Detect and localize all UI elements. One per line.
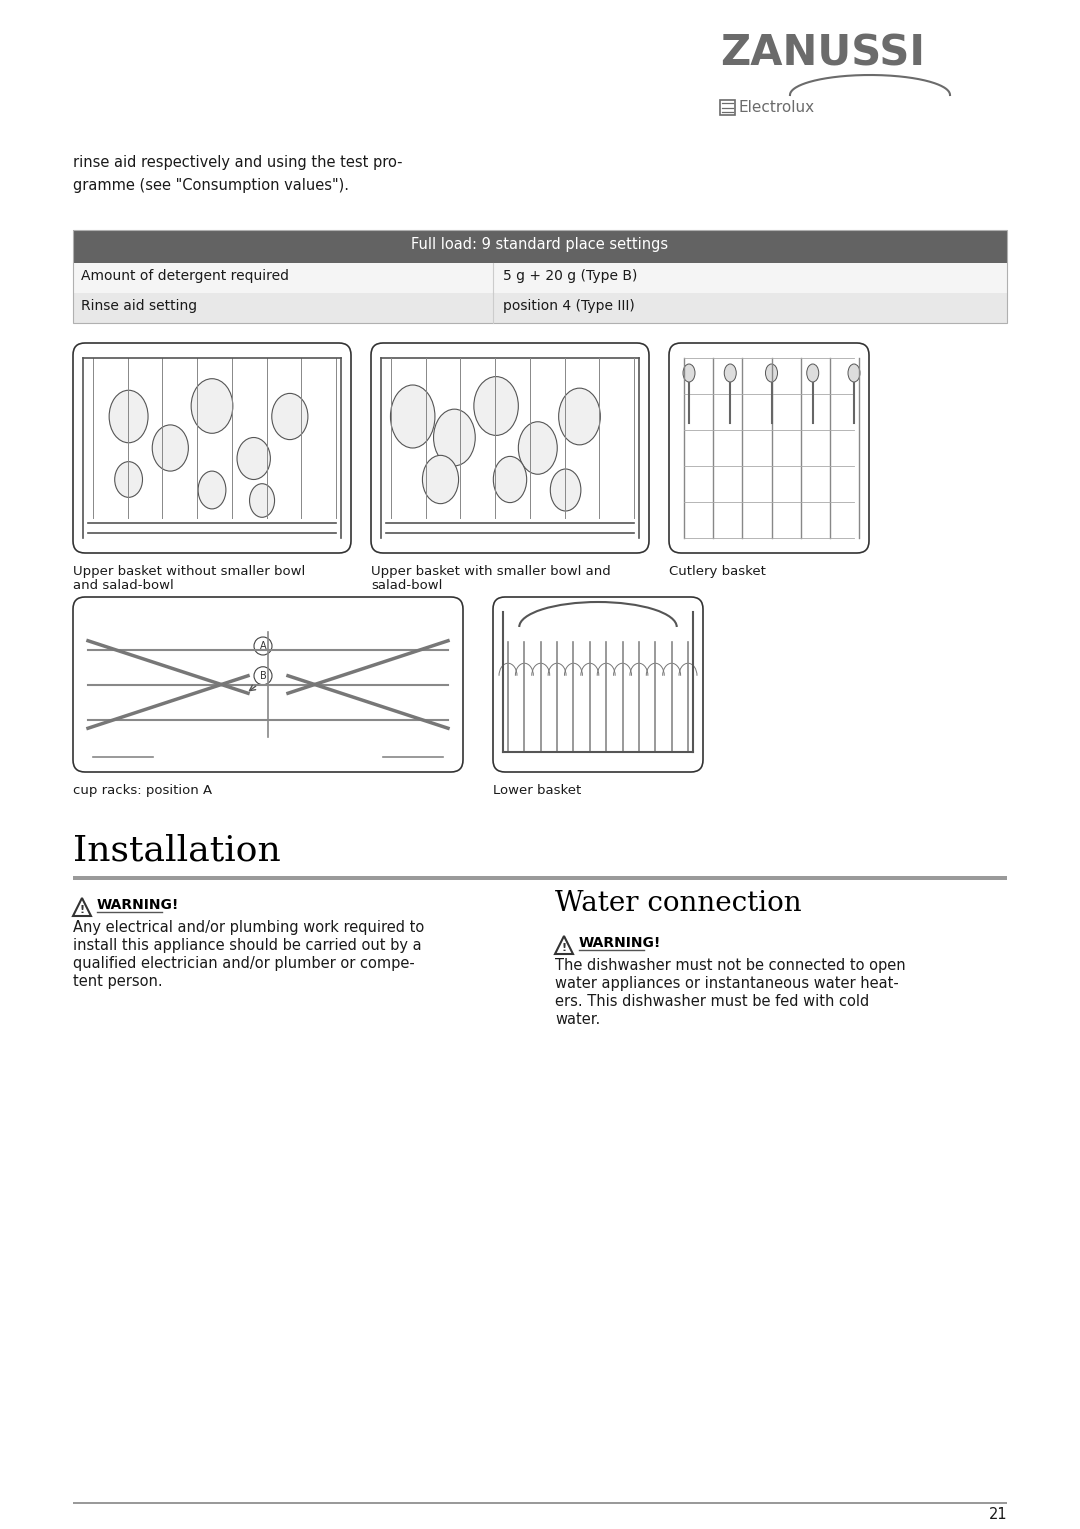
Text: Water connection: Water connection [555, 890, 801, 917]
Bar [73, 229, 1007, 263]
Text: install this appliance should be carried out by a: install this appliance should be carried… [73, 937, 421, 953]
Text: Full load: 9 standard place settings: Full load: 9 standard place settings [411, 237, 669, 252]
Bar [73, 876, 1007, 881]
Ellipse shape [109, 390, 148, 443]
Text: Electrolux: Electrolux [738, 99, 814, 115]
Text: WARNING!: WARNING! [97, 898, 179, 911]
Ellipse shape [518, 422, 557, 474]
Bar [73, 229, 1007, 323]
Text: ZANUSSI: ZANUSSI [720, 32, 924, 73]
Text: The dishwasher must not be connected to open: The dishwasher must not be connected to … [555, 959, 906, 972]
Text: Cutlery basket: Cutlery basket [669, 566, 766, 578]
Circle shape [254, 638, 272, 654]
Ellipse shape [494, 456, 527, 503]
Text: water.: water. [555, 1012, 600, 1027]
Text: Amount of detergent required: Amount of detergent required [81, 269, 289, 283]
Text: rinse aid respectively and using the test pro-: rinse aid respectively and using the tes… [73, 154, 403, 170]
Ellipse shape [474, 376, 518, 436]
Ellipse shape [152, 425, 188, 471]
Ellipse shape [551, 469, 581, 511]
Bar [73, 1501, 1007, 1505]
Text: !: ! [80, 905, 84, 914]
Ellipse shape [272, 393, 308, 440]
Text: Installation: Installation [73, 833, 281, 868]
Ellipse shape [198, 471, 226, 509]
Ellipse shape [683, 364, 696, 382]
Ellipse shape [391, 385, 435, 448]
Text: Upper basket without smaller bowl: Upper basket without smaller bowl [73, 566, 306, 578]
Text: and salad-bowl: and salad-bowl [73, 579, 174, 592]
Text: tent person.: tent person. [73, 974, 163, 989]
Ellipse shape [191, 379, 233, 433]
Text: 21: 21 [988, 1508, 1007, 1521]
Text: Lower basket: Lower basket [492, 784, 581, 797]
Circle shape [254, 667, 272, 685]
Ellipse shape [558, 388, 600, 445]
Text: Upper basket with smaller bowl and: Upper basket with smaller bowl and [372, 566, 611, 578]
Text: gramme (see "Consumption values").: gramme (see "Consumption values"). [73, 177, 349, 193]
Text: qualified electrician and/or plumber or compe-: qualified electrician and/or plumber or … [73, 956, 415, 971]
Text: ers. This dishwasher must be fed with cold: ers. This dishwasher must be fed with co… [555, 994, 869, 1009]
Ellipse shape [766, 364, 778, 382]
Text: salad-bowl: salad-bowl [372, 579, 443, 592]
Ellipse shape [725, 364, 737, 382]
Text: A: A [259, 641, 267, 651]
Ellipse shape [848, 364, 860, 382]
Ellipse shape [807, 364, 819, 382]
Text: 5 g + 20 g (Type B): 5 g + 20 g (Type B) [503, 269, 637, 283]
Text: !: ! [562, 943, 567, 953]
Ellipse shape [249, 483, 274, 517]
Ellipse shape [433, 410, 475, 466]
Bar [73, 263, 1007, 294]
Text: water appliances or instantaneous water heat-: water appliances or instantaneous water … [555, 976, 899, 991]
Ellipse shape [237, 437, 270, 480]
Ellipse shape [422, 456, 459, 503]
Text: B: B [259, 671, 267, 680]
Bar [73, 294, 1007, 323]
Text: cup racks: position A: cup racks: position A [73, 784, 212, 797]
Text: WARNING!: WARNING! [579, 936, 661, 950]
Text: Any electrical and/or plumbing work required to: Any electrical and/or plumbing work requ… [73, 920, 424, 936]
Text: Rinse aid setting: Rinse aid setting [81, 300, 198, 313]
Text: position 4 (Type III): position 4 (Type III) [503, 300, 635, 313]
Ellipse shape [114, 462, 143, 497]
Bar [720, 99, 735, 115]
